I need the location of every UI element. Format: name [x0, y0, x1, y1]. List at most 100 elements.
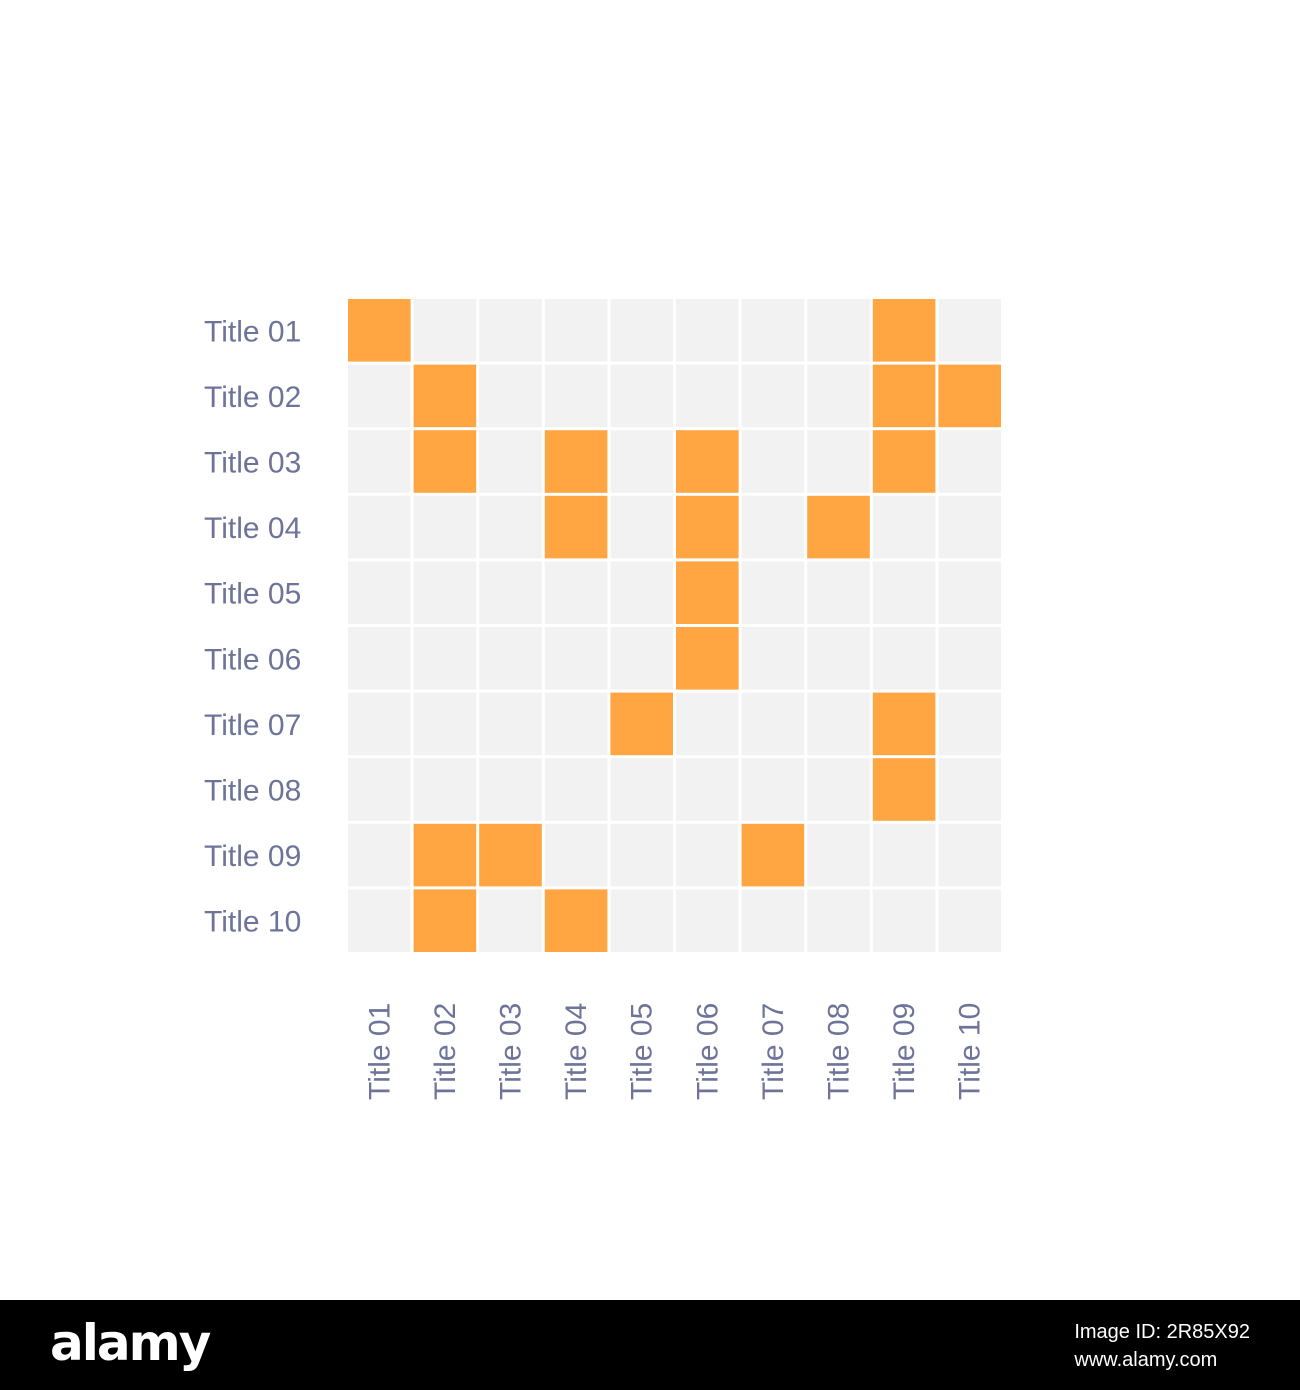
- heatmap-cell-r4-c7: [741, 495, 805, 559]
- heatmap-cell-r4-c3: [479, 495, 542, 559]
- heatmap-cell-r8-c2: [413, 758, 477, 821]
- brand-logo: alamy: [50, 1314, 211, 1372]
- heatmap-cell-r6-c7: [741, 627, 805, 690]
- heatmap-cell-r5-c6: [676, 561, 739, 624]
- heatmap-cell-r9-c5: [610, 823, 673, 887]
- heatmap-cell-r7-c9: [872, 692, 936, 756]
- heatmap-cell-r2-c10: [938, 364, 1001, 428]
- row-label: Title 08: [204, 775, 301, 808]
- heatmap-cell-r10-c5: [610, 889, 673, 952]
- heatmap-cell-r4-c4: [544, 495, 608, 559]
- heatmap-cell-r9-c7: [741, 823, 805, 887]
- heatmap-cell-r5-c8: [807, 561, 870, 624]
- row-label: Title 10: [204, 906, 301, 939]
- image-id: Image ID: 2R85X92: [1074, 1321, 1250, 1343]
- site-url: www.alamy.com: [1074, 1349, 1218, 1371]
- heatmap-cell-r3-c2: [413, 430, 477, 493]
- heatmap-cell-r1-c2: [413, 299, 477, 362]
- heatmap-cell-r3-c8: [807, 430, 870, 493]
- heatmap-cell-r2-c2: [413, 364, 477, 428]
- heatmap-cell-r8-c5: [610, 758, 673, 821]
- heatmap-cell-r6-c3: [479, 627, 542, 690]
- heatmap-cell-r1-c10: [938, 299, 1001, 362]
- row-label: Title 02: [204, 381, 301, 414]
- stock-meta: Image ID: 2R85X92 www.alamy.com: [1074, 1318, 1250, 1374]
- heatmap-cell-r3-c7: [741, 430, 805, 493]
- column-label: Title 08: [823, 1003, 856, 1100]
- heatmap-cell-r1-c7: [741, 299, 805, 362]
- heatmap-cell-r5-c3: [479, 561, 542, 624]
- column-label: Title 04: [560, 1003, 593, 1100]
- heatmap-cell-r7-c4: [544, 692, 608, 756]
- heatmap-cell-r2-c1: [348, 364, 411, 428]
- heatmap-cell-r9-c1: [348, 823, 411, 887]
- footer-bar: alamy Image ID: 2R85X92 www.alamy.com: [0, 1300, 1300, 1390]
- column-label: Title 03: [495, 1003, 528, 1100]
- heatmap-cell-r2-c7: [741, 364, 805, 428]
- column-label: Title 07: [757, 1003, 790, 1100]
- heatmap-cell-r6-c4: [544, 627, 608, 690]
- heatmap-cell-r1-c3: [479, 299, 542, 362]
- heatmap-cell-r4-c8: [807, 495, 870, 559]
- heatmap-cell-r8-c7: [741, 758, 805, 821]
- heatmap-cell-r2-c9: [872, 364, 936, 428]
- heatmap-cell-r7-c5: [610, 692, 673, 756]
- heatmap-cell-r2-c4: [544, 364, 608, 428]
- heatmap-cell-r3-c1: [348, 430, 411, 493]
- heatmap-cell-r9-c10: [938, 823, 1001, 887]
- row-labels: Title 01 Title 02 Title 03 Title 04 Title 05…: [204, 315, 301, 938]
- heatmap-cell-r10-c3: [479, 889, 542, 952]
- heatmap-cell-r5-c9: [872, 561, 936, 624]
- heatmap-cell-r9-c9: [872, 823, 936, 887]
- heatmap-cells: [348, 299, 1001, 952]
- heatmap-cell-r10-c2: [413, 889, 477, 952]
- heatmap-cell-r6-c1: [348, 627, 411, 690]
- heatmap-cell-r4-c1: [348, 495, 411, 559]
- heatmap-cell-r5-c4: [544, 561, 608, 624]
- heatmap-cell-r9-c2: [413, 823, 477, 887]
- heatmap-cell-r4-c6: [676, 495, 739, 559]
- heatmap-cell-r8-c8: [807, 758, 870, 821]
- row-label: Title 07: [204, 709, 301, 742]
- heatmap-cell-r8-c9: [872, 758, 936, 821]
- heatmap-cell-r4-c2: [413, 495, 477, 559]
- heatmap-cell-r5-c7: [741, 561, 805, 624]
- heatmap-cell-r1-c1: [348, 299, 411, 362]
- heatmap-cell-r5-c2: [413, 561, 477, 624]
- column-label: Title 01: [363, 1003, 396, 1100]
- heatmap-cell-r2-c6: [676, 364, 739, 428]
- heatmap-cell-r5-c10: [938, 561, 1001, 624]
- heatmap-cell-r9-c6: [676, 823, 739, 887]
- heatmap-cell-r4-c5: [610, 495, 673, 559]
- heatmap-cell-r7-c3: [479, 692, 542, 756]
- heatmap-cell-r9-c4: [544, 823, 608, 887]
- heatmap-cell-r5-c5: [610, 561, 673, 624]
- heatmap-cell-r1-c6: [676, 299, 739, 362]
- heatmap-cell-r7-c6: [676, 692, 739, 756]
- heatmap-cell-r6-c2: [413, 627, 477, 690]
- column-label: Title 06: [691, 1003, 724, 1100]
- heatmap-cell-r4-c9: [872, 495, 936, 559]
- heatmap-cell-r10-c9: [872, 889, 936, 952]
- heatmap-cell-r3-c9: [872, 430, 936, 493]
- heatmap-cell-r3-c6: [676, 430, 739, 493]
- heatmap-cell-r1-c9: [872, 299, 936, 362]
- row-label: Title 06: [204, 643, 301, 676]
- heatmap-cell-r4-c10: [938, 495, 1001, 559]
- heatmap-cell-r6-c6: [676, 627, 739, 690]
- heatmap-cell-r2-c5: [610, 364, 673, 428]
- heatmap-cell-r7-c1: [348, 692, 411, 756]
- heatmap-cell-r3-c3: [479, 430, 542, 493]
- column-label: Title 02: [429, 1003, 462, 1100]
- row-label: Title 05: [204, 578, 301, 611]
- heatmap-cell-r9-c3: [479, 823, 542, 887]
- heatmap-cell-r6-c9: [872, 627, 936, 690]
- heatmap-cell-r8-c4: [544, 758, 608, 821]
- row-label: Title 04: [204, 512, 301, 545]
- heatmap-cell-r10-c7: [741, 889, 805, 952]
- heatmap-cell-r3-c4: [544, 430, 608, 493]
- heatmap-cell-r10-c10: [938, 889, 1001, 952]
- heatmap-cell-r1-c5: [610, 299, 673, 362]
- heatmap-cell-r10-c1: [348, 889, 411, 952]
- heatmap-cell-r3-c10: [938, 430, 1001, 493]
